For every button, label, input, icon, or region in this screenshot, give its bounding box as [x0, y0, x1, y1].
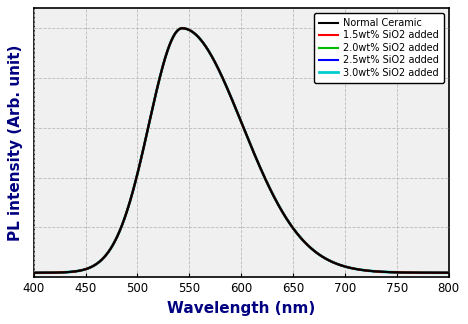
Normal Ceramic — [103, 253, 109, 257]
2.5wt% SiO2 added — [393, 271, 399, 274]
2.5wt% SiO2 added — [78, 269, 84, 272]
Normal Ceramic — [393, 271, 399, 274]
1.5wt% SiO2 added — [103, 253, 109, 257]
Y-axis label: PL intensity (Arb. unit): PL intensity (Arb. unit) — [8, 45, 23, 241]
3.0wt% SiO2 added — [393, 271, 399, 274]
2.0wt% SiO2 added — [393, 271, 399, 274]
Line: Normal Ceramic: Normal Ceramic — [34, 28, 449, 273]
1.5wt% SiO2 added — [208, 53, 214, 57]
2.5wt% SiO2 added — [190, 30, 196, 34]
1.5wt% SiO2 added — [190, 30, 196, 34]
2.0wt% SiO2 added — [179, 26, 185, 30]
1.5wt% SiO2 added — [31, 271, 37, 275]
2.0wt% SiO2 added — [103, 253, 109, 257]
Line: 3.0wt% SiO2 added: 3.0wt% SiO2 added — [34, 28, 449, 273]
2.0wt% SiO2 added — [78, 269, 84, 272]
Line: 1.5wt% SiO2 added: 1.5wt% SiO2 added — [34, 28, 449, 273]
1.5wt% SiO2 added — [78, 269, 84, 272]
X-axis label: Wavelength (nm): Wavelength (nm) — [167, 301, 315, 316]
1.5wt% SiO2 added — [179, 26, 185, 30]
Normal Ceramic — [446, 271, 452, 275]
2.5wt% SiO2 added — [446, 271, 452, 275]
2.0wt% SiO2 added — [190, 30, 196, 34]
1.5wt% SiO2 added — [438, 271, 443, 275]
Line: 2.5wt% SiO2 added: 2.5wt% SiO2 added — [34, 28, 449, 273]
Normal Ceramic — [179, 26, 185, 30]
3.0wt% SiO2 added — [78, 269, 84, 272]
3.0wt% SiO2 added — [190, 30, 196, 34]
2.5wt% SiO2 added — [179, 26, 185, 30]
Legend: Normal Ceramic, 1.5wt% SiO2 added, 2.0wt% SiO2 added, 2.5wt% SiO2 added, 3.0wt% : Normal Ceramic, 1.5wt% SiO2 added, 2.0wt… — [314, 13, 444, 83]
2.5wt% SiO2 added — [31, 271, 37, 275]
3.0wt% SiO2 added — [103, 253, 109, 257]
2.5wt% SiO2 added — [438, 271, 443, 275]
3.0wt% SiO2 added — [438, 271, 443, 275]
1.5wt% SiO2 added — [393, 271, 399, 274]
2.5wt% SiO2 added — [208, 53, 214, 57]
3.0wt% SiO2 added — [179, 26, 185, 30]
Normal Ceramic — [190, 30, 196, 34]
Line: 2.0wt% SiO2 added: 2.0wt% SiO2 added — [34, 28, 449, 273]
3.0wt% SiO2 added — [31, 271, 37, 275]
Normal Ceramic — [438, 271, 443, 275]
2.0wt% SiO2 added — [446, 271, 452, 275]
Normal Ceramic — [78, 269, 84, 272]
Normal Ceramic — [208, 53, 214, 57]
2.0wt% SiO2 added — [438, 271, 443, 275]
2.5wt% SiO2 added — [103, 253, 109, 257]
1.5wt% SiO2 added — [446, 271, 452, 275]
Normal Ceramic — [31, 271, 37, 275]
3.0wt% SiO2 added — [446, 271, 452, 275]
3.0wt% SiO2 added — [208, 53, 214, 57]
2.0wt% SiO2 added — [31, 271, 37, 275]
2.0wt% SiO2 added — [208, 53, 214, 57]
